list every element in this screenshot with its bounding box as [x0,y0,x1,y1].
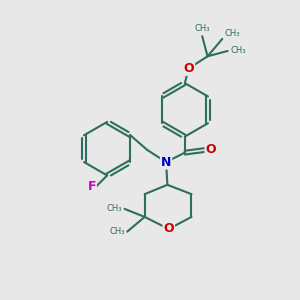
Text: O: O [206,143,216,157]
Text: F: F [87,180,96,193]
Text: O: O [164,223,174,236]
Text: CH₃: CH₃ [194,24,210,33]
Text: O: O [184,62,194,75]
Text: N: N [161,155,171,169]
Text: CH₃: CH₃ [230,46,246,56]
Text: CH₃: CH₃ [110,227,125,236]
Text: CH₃: CH₃ [107,204,122,213]
Text: CH₃: CH₃ [225,28,240,38]
